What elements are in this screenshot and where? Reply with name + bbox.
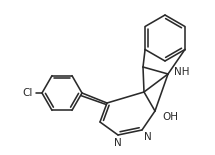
Text: OH: OH xyxy=(162,112,178,122)
Text: N: N xyxy=(144,132,152,142)
Text: Cl: Cl xyxy=(23,88,33,98)
Text: NH: NH xyxy=(174,67,190,77)
Text: N: N xyxy=(114,138,122,148)
